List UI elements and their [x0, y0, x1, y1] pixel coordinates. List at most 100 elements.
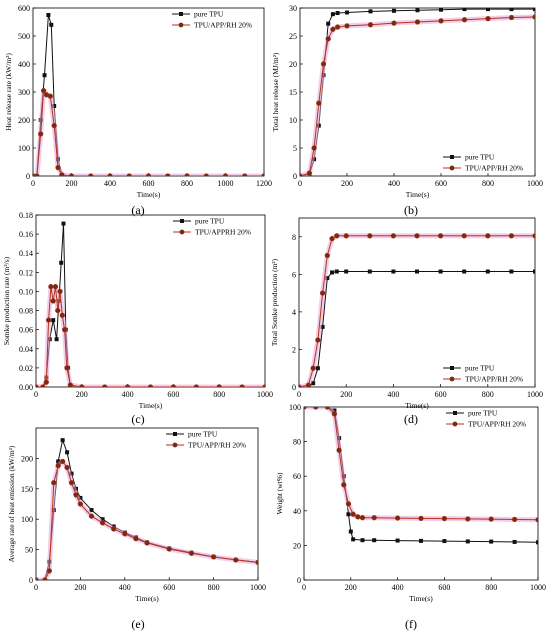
data-point-blend	[34, 173, 40, 176]
data-point-pure	[51, 318, 56, 323]
series-line-blend	[300, 16, 535, 176]
series-layer	[300, 8, 535, 176]
legend-label: pure TPU	[194, 10, 224, 19]
plot-frame	[303, 406, 539, 581]
y-axis-label: Somke production rate (m²/s)	[2, 256, 11, 345]
data-point-blend	[508, 14, 515, 21]
data-point-blend	[437, 233, 444, 239]
y-tick-label: 100	[21, 515, 33, 524]
y-tick-label: 0.12	[19, 268, 33, 277]
y-tick-label: 0.06	[19, 326, 33, 335]
data-point-blend	[124, 384, 131, 387]
data-point-blend	[68, 480, 75, 486]
panel-letter: (c)	[131, 412, 144, 426]
x-tick-label: 1000	[530, 583, 546, 592]
x-tick-label: 800	[208, 583, 220, 592]
data-point-blend	[394, 515, 401, 521]
x-tick-label: 600	[167, 390, 179, 399]
data-point-pure	[315, 366, 320, 371]
series-line-pure	[300, 8, 535, 176]
data-point-blend	[38, 131, 44, 137]
legend-marker	[453, 411, 457, 415]
legend-label: TPU/APP/RH 20%	[188, 441, 246, 450]
series-line-blend	[33, 90, 264, 176]
data-point-blend	[59, 172, 65, 176]
x-axis-label: Time(s)	[139, 401, 163, 410]
y-tick-label: 80	[293, 438, 301, 447]
x-axis-label: Time(s)	[409, 594, 433, 603]
x-tick-label: 1000	[218, 179, 234, 188]
data-point-blend	[59, 458, 66, 465]
data-point-pure	[65, 450, 70, 455]
data-point-pure	[330, 270, 335, 275]
data-point-blend	[233, 557, 239, 563]
y-axis-label: Weight (wt%)	[275, 472, 284, 515]
y-tick-label: 200	[18, 116, 30, 125]
data-point-pure	[442, 539, 447, 544]
data-point-blend	[107, 173, 113, 176]
y-tick-label: 0.04	[19, 345, 33, 354]
data-point-blend	[485, 15, 491, 22]
legend-label: TPU/APP/RH 20%	[465, 164, 523, 173]
y-tick-label: 4	[292, 308, 296, 317]
data-point-blend	[341, 482, 347, 488]
legend-marker	[449, 376, 455, 382]
data-point-blend	[334, 24, 341, 30]
data-point-blend	[305, 382, 312, 387]
data-point-pure	[348, 529, 353, 534]
data-point-blend	[316, 100, 322, 106]
data-point-blend	[508, 233, 515, 239]
data-point-blend	[51, 480, 57, 486]
data-point-pure	[489, 539, 494, 544]
x-tick-label: 200	[66, 179, 78, 188]
data-point-blend	[145, 173, 152, 176]
data-point-blend	[488, 516, 494, 522]
chart-panel-c: 0 200 400 600 800 1000 0.00 0.02 0.04 0.06 0.08 0.1…	[2, 211, 273, 426]
y-axis-label: Total Somke production (m²)	[270, 258, 279, 346]
plot-frame	[299, 7, 536, 177]
y-tick-label: 0	[29, 576, 33, 585]
data-point-pure	[512, 539, 517, 544]
y-tick-label: 0.18	[19, 211, 33, 220]
data-point-pure	[462, 269, 467, 274]
x-tick-label: 0	[31, 179, 35, 188]
data-point-pure	[78, 495, 83, 500]
y-axis-label: Average rate of heat emission (kW/m²)	[7, 445, 16, 562]
data-point-pure	[533, 8, 535, 12]
data-point-blend	[329, 236, 335, 242]
data-point-blend	[144, 540, 150, 546]
series-line-pure	[33, 14, 264, 176]
data-point-blend	[126, 173, 132, 176]
data-point-blend	[325, 36, 331, 42]
data-point-blend	[42, 577, 48, 580]
plot-frame	[32, 7, 265, 177]
data-point-pure	[344, 269, 349, 274]
data-point-pure	[330, 12, 335, 17]
x-tick-label: 600	[143, 179, 155, 188]
x-tick-label: 800	[485, 583, 497, 592]
data-point-pure	[360, 538, 365, 543]
data-point-pure	[372, 538, 377, 543]
data-point-blend	[461, 233, 467, 239]
x-tick-label: 800	[213, 390, 225, 399]
x-axis-label: Time(s)	[405, 401, 429, 410]
data-point-blend	[345, 501, 352, 507]
legend: pure TPU TPU/APPRH 20%	[173, 217, 251, 237]
data-point-blend	[532, 14, 535, 20]
data-point-blend	[313, 407, 319, 410]
data-point-blend	[184, 173, 190, 176]
y-tick-label: 150	[21, 485, 33, 494]
x-tick-label: 0	[298, 179, 302, 188]
x-tick-label: 800	[181, 179, 193, 188]
legend-marker	[172, 442, 178, 448]
data-point-blend	[203, 173, 209, 176]
data-point-blend	[390, 233, 397, 239]
data-point-pure	[334, 269, 339, 274]
plot-frame	[35, 214, 266, 388]
y-tick-label: 25	[289, 32, 297, 41]
data-point-pure	[56, 459, 61, 464]
data-point-blend	[320, 61, 327, 67]
series-halo	[36, 284, 265, 387]
y-tick-label: 400	[18, 60, 30, 69]
data-point-blend	[438, 18, 444, 24]
